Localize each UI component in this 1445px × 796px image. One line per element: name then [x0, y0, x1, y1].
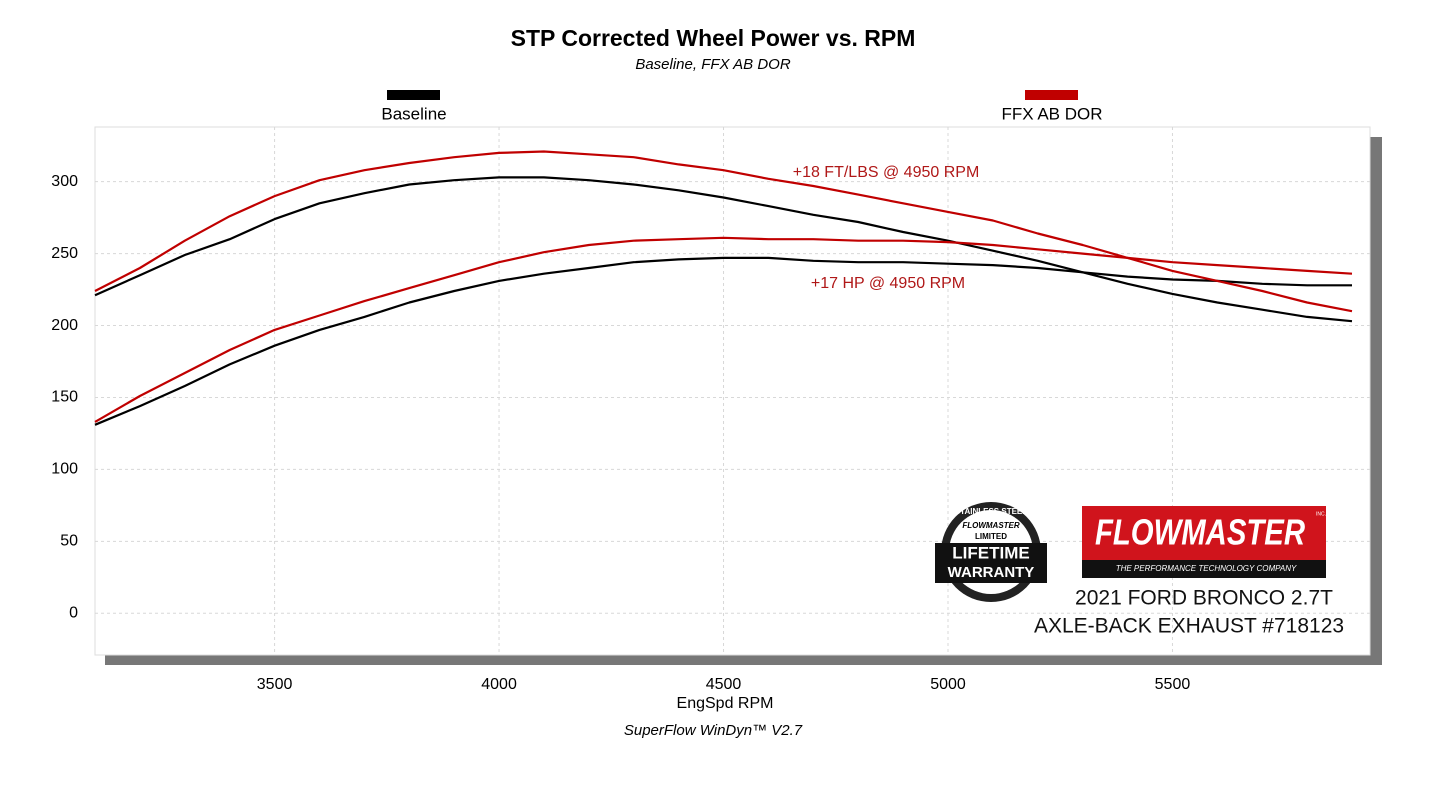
badge-text: LIFETIME: [952, 543, 1029, 562]
y-tick-label: 0: [69, 604, 78, 621]
brand-tagline: THE PERFORMANCE TECHNOLOGY COMPANY: [1116, 564, 1297, 573]
y-tick-label: 100: [51, 461, 78, 478]
annotation: +17 HP @ 4950 RPM: [811, 275, 965, 292]
badge-band: [935, 543, 1047, 583]
legend-swatch: [1025, 90, 1078, 100]
x-tick-label: 5000: [930, 676, 966, 693]
y-tick-label: 250: [51, 245, 78, 262]
badge-text: WARRANTY: [948, 564, 1035, 581]
badge-text: LIMITED: [975, 532, 1007, 541]
brand-strip: [1082, 560, 1326, 578]
legend-label: Baseline: [381, 104, 446, 123]
x-tick-label: 4500: [706, 676, 742, 693]
badge-text: FLOWMASTER: [962, 521, 1020, 530]
legend-label: FFX AB DOR: [1001, 104, 1102, 123]
vehicle-label: 2021 FORD BRONCO 2.7T: [1075, 587, 1333, 610]
y-tick-label: 150: [51, 389, 78, 406]
brand-mark: INC.: [1316, 511, 1326, 517]
y-tick-label: 50: [60, 533, 78, 550]
annotation: +18 FT/LBS @ 4950 RPM: [793, 164, 980, 181]
x-axis-label: EngSpd RPM: [677, 695, 774, 712]
chart-title: STP Corrected Wheel Power vs. RPM: [511, 25, 916, 51]
series-line: [94, 256, 1352, 426]
series-line: [94, 236, 1353, 423]
badge-text: STAINLESS STEEL: [955, 507, 1027, 516]
warranty-badge: STAINLESS STEEL FLOWMASTER LIMITED LIFET…: [935, 502, 1047, 602]
series-line: [94, 150, 1353, 313]
brand-logo: FLOWMASTER INC. THE PERFORMANCE TECHNOLO…: [1082, 506, 1326, 578]
lines: [94, 150, 1353, 426]
brand-name: FLOWMASTER: [1095, 512, 1305, 553]
x-tick-label: 3500: [257, 676, 293, 693]
x-tick-label: 5500: [1155, 676, 1191, 693]
chart-subtitle: Baseline, FFX AB DOR: [635, 56, 790, 73]
product-label: AXLE-BACK EXHAUST #718123: [1034, 615, 1344, 638]
y-tick-label: 300: [51, 173, 78, 190]
y-tick-label: 200: [51, 317, 78, 334]
x-tick-label: 4000: [481, 676, 517, 693]
series-line: [94, 176, 1353, 323]
footer: SuperFlow WinDyn™ V2.7: [624, 722, 803, 739]
legend-swatch: [387, 90, 440, 100]
